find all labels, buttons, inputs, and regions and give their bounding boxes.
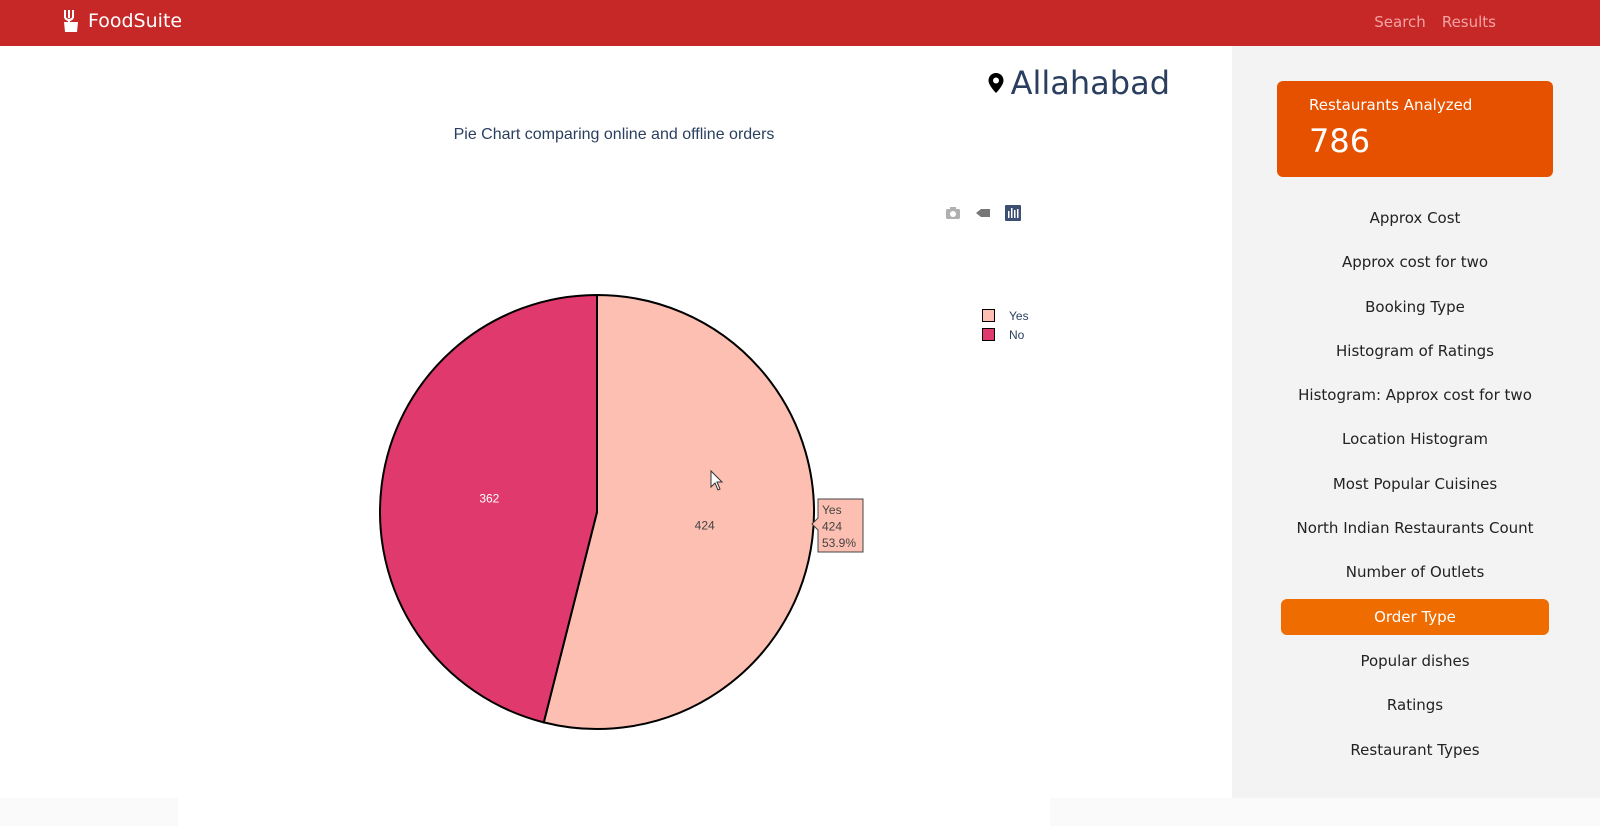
top-navbar: FoodSuite Search Results <box>0 0 1600 46</box>
stat-label: Restaurants Analyzed <box>1309 96 1473 114</box>
chart-modebar <box>944 204 1022 222</box>
chart-title: Pie Chart comparing online and offline o… <box>453 126 775 143</box>
pie-label-yes: 424 <box>695 518 715 532</box>
legend-label-yes: Yes <box>1009 308 1029 323</box>
sidebar-menu: Approx Cost Approx cost for two Booking Ty… <box>1281 200 1549 776</box>
brand-name: FoodSuite <box>88 10 183 32</box>
brand[interactable]: FoodSuite <box>62 8 182 34</box>
hover-tooltip: Yes 424 53.9% <box>811 498 864 553</box>
camera-icon[interactable] <box>944 204 962 222</box>
legend-item-no[interactable]: No <box>982 325 1029 344</box>
sidebar-item-most-popular-cuisines[interactable]: Most Popular Cuisines <box>1332 474 1498 493</box>
legend-swatch-yes <box>982 309 995 322</box>
sidebar-item-histogram-approx-cost-for-two[interactable]: Histogram: Approx cost for two <box>1298 386 1532 405</box>
map-pin-icon <box>988 73 1004 93</box>
fork-knife-icon <box>64 10 78 32</box>
pie-chart: 424 362 Yes 424 53.9% <box>379 293 864 730</box>
sidebar: Restaurants Analyzed 786 Approx Cost Appr… <box>1232 46 1600 798</box>
nav-results-link[interactable]: Results <box>1441 13 1496 31</box>
sidebar-item-number-of-outlets[interactable]: Number of Outlets <box>1345 563 1485 582</box>
legend-item-yes[interactable]: Yes <box>982 306 1029 325</box>
location-heading: Allahabad <box>987 64 1170 102</box>
sidebar-item-approx-cost-for-two[interactable]: Approx cost for two <box>1341 253 1489 272</box>
stat-value: 786 <box>1309 122 1371 160</box>
location-name: Allahabad <box>1010 64 1170 102</box>
sidebar-item-popular-dishes[interactable]: Popular dishes <box>1360 651 1470 670</box>
pie-slice-yes[interactable] <box>542 293 815 730</box>
legend-swatch-no <box>982 328 995 341</box>
sidebar-item-booking-type[interactable]: Booking Type <box>1365 297 1465 316</box>
sidebar-item-histogram-of-ratings[interactable]: Histogram of Ratings <box>1336 341 1494 360</box>
chart-legend: Yes No <box>982 306 1029 344</box>
sidebar-item-order-type[interactable]: Order Type <box>1281 598 1549 635</box>
tooltip-label: Yes <box>822 503 842 517</box>
nav-search-link[interactable]: Search <box>1374 13 1426 31</box>
sidebar-item-ratings[interactable]: Ratings <box>1386 696 1444 715</box>
tag-icon[interactable] <box>974 204 992 222</box>
tooltip-percent: 53.9% <box>822 536 856 550</box>
sidebar-item-north-indian-restaurants-count[interactable]: North Indian Restaurants Count <box>1296 519 1534 538</box>
pie-chart-container: Pie Chart comparing online and offline o… <box>178 106 1050 826</box>
mouse-cursor-icon <box>710 469 724 491</box>
sidebar-item-location-histogram[interactable]: Location Histogram <box>1341 430 1489 449</box>
legend-label-no: No <box>1009 327 1025 342</box>
sidebar-item-restaurant-types[interactable]: Restaurant Types <box>1350 740 1480 759</box>
main-content: Allahabad Pie Chart comparing online and… <box>0 46 1232 826</box>
restaurants-analyzed-card: Restaurants Analyzed 786 <box>1277 81 1553 177</box>
pie-slice-no[interactable] <box>379 293 598 724</box>
tooltip-value: 424 <box>822 520 842 534</box>
plotly-logo-icon[interactable] <box>1004 204 1022 222</box>
pie-label-no: 362 <box>479 492 499 506</box>
sidebar-item-approx-cost[interactable]: Approx Cost <box>1369 209 1461 227</box>
